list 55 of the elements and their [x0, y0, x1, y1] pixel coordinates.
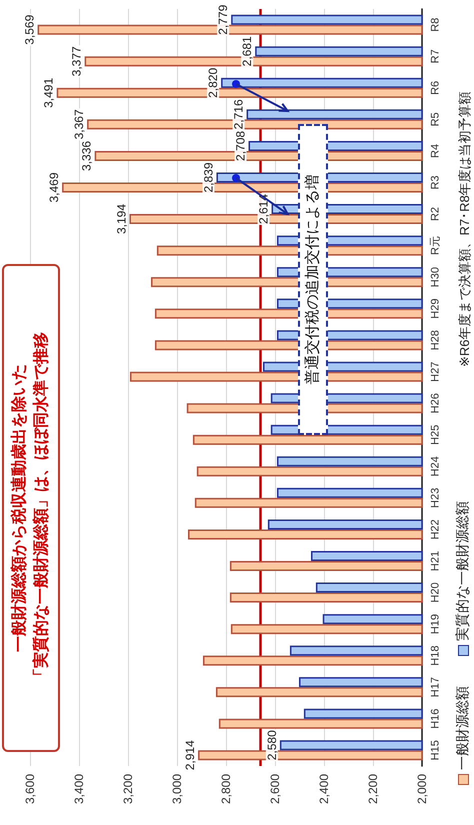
x-tick-label: 3,200	[121, 774, 135, 804]
x-tick-label: 3,400	[72, 774, 86, 804]
data-label: 2,914	[183, 740, 198, 770]
y-tick-label: H21	[430, 550, 442, 572]
y-tick-label: R7	[430, 49, 442, 64]
data-label: 2,716	[232, 99, 246, 130]
text: 実質的な一般財源総額	[454, 501, 471, 641]
y-tick-label: H24	[430, 456, 442, 476]
y-tick-label: H26	[430, 393, 442, 414]
x-tick-label: 3,600	[23, 774, 37, 804]
x-tick-label: 2,400	[317, 774, 331, 804]
y-tick-label: H17	[430, 677, 442, 698]
y-tick-label: H22	[430, 519, 442, 540]
annotation: 「実質的な一般財源総額」は、ほぼ同水準で推移	[31, 332, 51, 684]
data-label: 3,491	[42, 78, 56, 108]
y-tick-label: H18	[430, 646, 442, 666]
y-tick-label: R3	[430, 175, 442, 190]
y-tick-label: H23	[430, 488, 442, 508]
y-tick-label: R5	[430, 112, 442, 126]
callout-box: 一般財源総額から税収連動歳出を除いた 「実質的な一般財源総額」は、ほぼ同水準で推移	[2, 264, 60, 752]
y-tick-label: H28	[430, 330, 442, 350]
text: 一般財源総額	[454, 686, 471, 770]
data-label: 2,820	[206, 68, 220, 98]
y-tick-label: H29	[430, 298, 442, 319]
y-tick-label: H15	[430, 740, 442, 760]
data-label: 2,708	[234, 130, 248, 161]
dashed-box: 普通交付税の追加交付による増	[298, 124, 328, 435]
x-tick-label: 2,000	[415, 774, 429, 804]
x-tick-label: 2,200	[366, 774, 380, 804]
data-label: 3,377	[70, 46, 84, 76]
data-label: 3,367	[72, 109, 86, 140]
data-label: 2,779	[216, 4, 230, 35]
y-tick-label: H19	[430, 614, 442, 634]
y-tick-label: H20	[430, 582, 442, 603]
y-tick-label: H27	[430, 362, 442, 382]
x-tick-label: 2,800	[219, 774, 233, 804]
data-label: 2,681	[240, 36, 254, 66]
text: ※R6年度まで決算額、R7･R8年度は当初予算額	[456, 90, 473, 367]
data-label: 3,569	[22, 14, 37, 45]
y-tick-label: R2	[430, 206, 442, 222]
y-tick-label: H25	[430, 424, 442, 445]
data-label: 3,336	[80, 140, 94, 171]
y-tick-label: R6	[430, 80, 442, 95]
x-tick-label: 3,000	[170, 774, 184, 804]
y-tick-label: H30	[430, 267, 442, 288]
y-tick-label: R8	[430, 18, 442, 32]
data-label: 2,580	[264, 730, 279, 760]
y-tick-label: R4	[430, 144, 442, 158]
data-label: 3,469	[47, 172, 62, 202]
data-label: 3,194	[114, 204, 128, 234]
y-tick-label: H16	[430, 708, 442, 729]
data-label: 2,614	[256, 194, 271, 224]
data-label: 2,839	[201, 162, 216, 192]
y-tick-label: R元	[430, 236, 442, 256]
x-tick-label: 2,600	[268, 774, 282, 804]
